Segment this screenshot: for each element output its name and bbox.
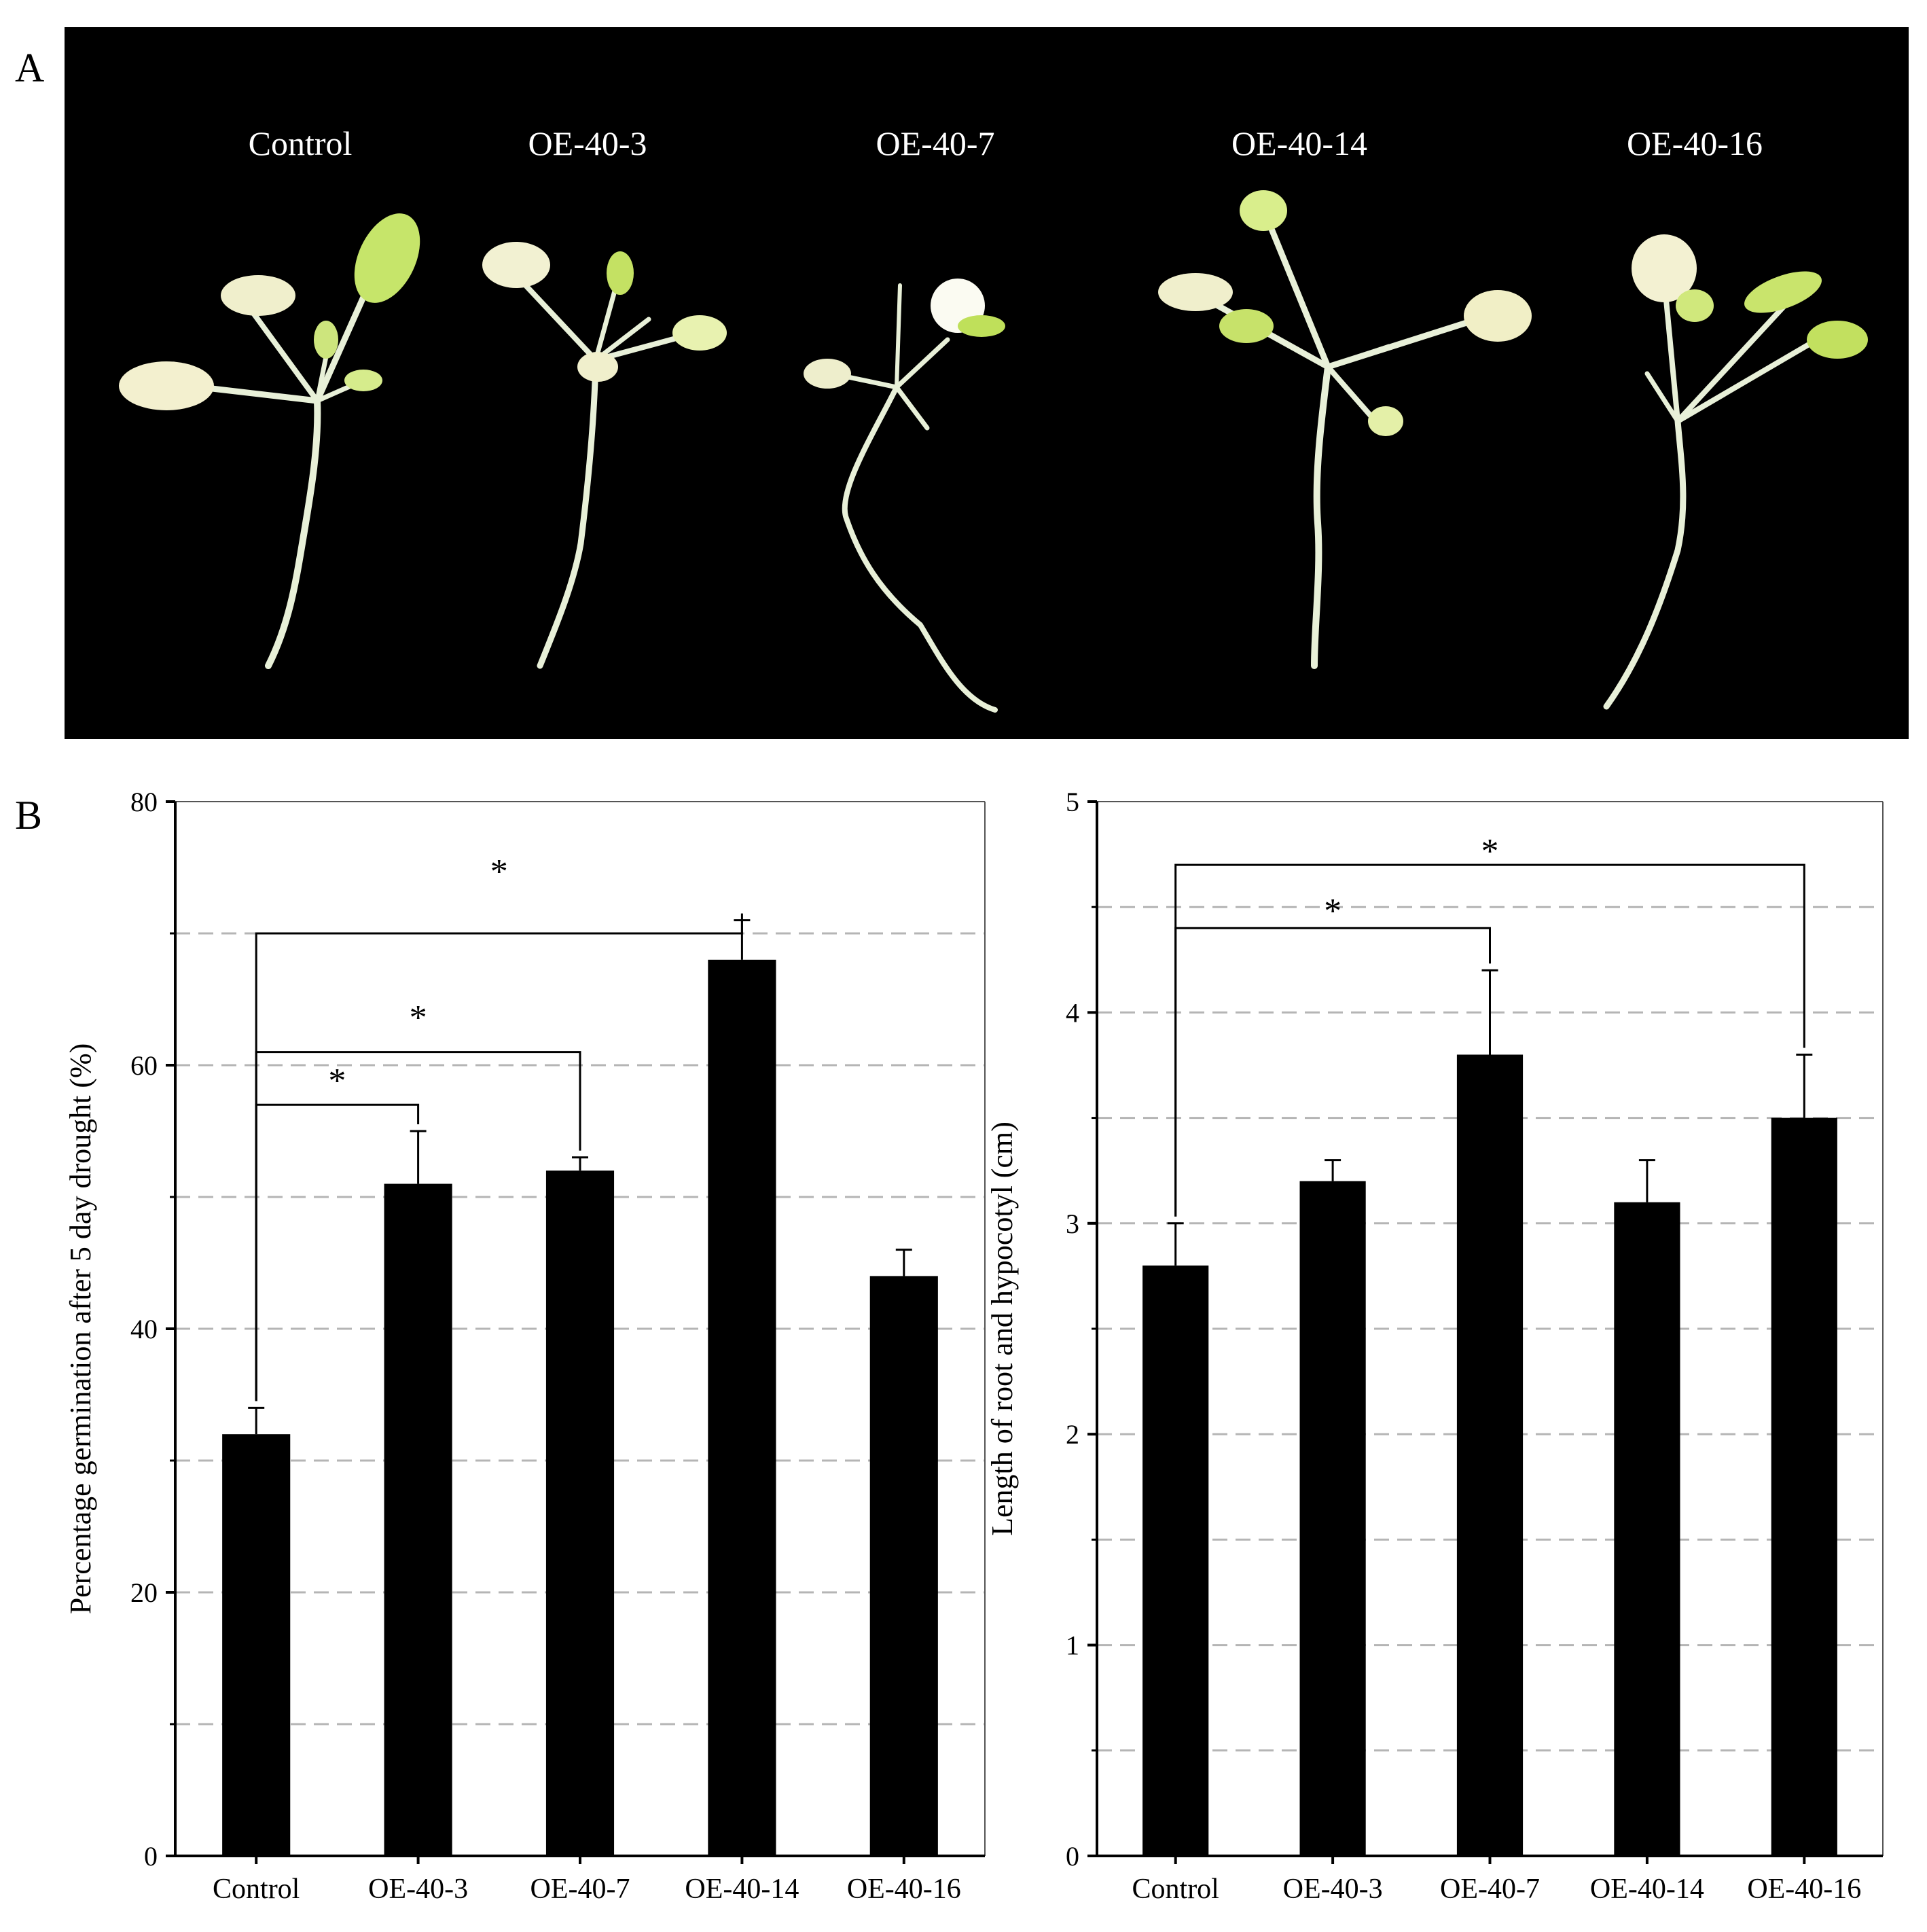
length-chart: Length of root and hypocotyl (cm) 0 1 2 3 4 5… xyxy=(986,787,1884,1905)
length-x-tick-label: OE-40-16 xyxy=(1747,1874,1861,1905)
length-y-tick-label: 4 xyxy=(1066,997,1079,1028)
length-x-tick-label: OE-40-14 xyxy=(1590,1874,1704,1905)
length-y-tick-label: 2 xyxy=(1066,1419,1079,1450)
germination-y-tick-label: 60 xyxy=(130,1050,158,1081)
germination-x-tick-label: OE-40-14 xyxy=(685,1874,799,1905)
length-bar xyxy=(1614,1202,1680,1856)
germination-y-tick-label: 20 xyxy=(130,1577,158,1608)
seedling-oe-40-16 xyxy=(1603,234,1868,710)
seedling-control xyxy=(119,213,420,669)
photo-label-oe-40-16: OE-40-16 xyxy=(1627,124,1763,162)
germination-x-tick-label: Control xyxy=(213,1874,300,1905)
germination-y-tick-label: 80 xyxy=(130,787,158,817)
length-significance-star: * xyxy=(1324,892,1341,931)
germination-significance-star: * xyxy=(328,1062,346,1101)
seedling-oe-40-7 xyxy=(804,279,1005,713)
germination-significance-star: * xyxy=(490,853,508,891)
seedling-oe-40-14 xyxy=(1158,190,1532,669)
length-significance-star: * xyxy=(1481,832,1499,871)
length-x-tick-label: OE-40-7 xyxy=(1440,1874,1540,1905)
photo-label-oe-40-3: OE-40-3 xyxy=(528,124,647,162)
panel-b-letter: B xyxy=(15,793,43,838)
germination-y-axis-label: Percentage germination after 5 day droug… xyxy=(64,1043,97,1615)
panel-a-letter: A xyxy=(15,46,45,90)
germination-significance-bracket xyxy=(255,913,743,1401)
seedling-oe-40-3 xyxy=(482,242,727,669)
photo-label-control: Control xyxy=(249,124,353,162)
germination-y-tick-label: 40 xyxy=(130,1314,158,1344)
germination-y-tick-label: 0 xyxy=(144,1841,158,1872)
length-bar xyxy=(1456,1054,1524,1856)
germination-x-tick-label: OE-40-3 xyxy=(368,1874,468,1905)
germination-x-tick-label: OE-40-7 xyxy=(530,1874,630,1905)
germination-bar xyxy=(545,1170,615,1856)
length-x-tick-label: OE-40-3 xyxy=(1283,1874,1383,1905)
photo-label-oe-40-14: OE-40-14 xyxy=(1231,124,1367,162)
length-y-tick-label: 0 xyxy=(1066,1841,1079,1872)
length-y-tick-label: 5 xyxy=(1066,787,1079,817)
photo-label-oe-40-7: OE-40-7 xyxy=(876,124,995,162)
length-bar xyxy=(1299,1181,1366,1856)
length-significance-bracket xyxy=(1174,863,1805,1217)
germination-bar xyxy=(708,959,776,1856)
germination-significance-star: * xyxy=(410,999,427,1037)
length-bar xyxy=(1771,1117,1837,1856)
length-x-tick-label: Control xyxy=(1132,1874,1219,1905)
length-y-tick-label: 1 xyxy=(1066,1630,1079,1661)
length-y-tick-label: 3 xyxy=(1066,1209,1079,1239)
length-bar xyxy=(1142,1265,1209,1856)
length-y-axis-label: Length of root and hypocotyl (cm) xyxy=(986,1122,1019,1536)
germination-bar xyxy=(869,1276,938,1856)
germination-bar xyxy=(384,1183,452,1856)
germination-x-tick-label: OE-40-16 xyxy=(847,1874,961,1905)
seedling-photograph: Control OE-40-3 OE-40-7 OE-40-14 OE-40-1… xyxy=(65,27,1909,739)
germination-bar xyxy=(222,1434,291,1856)
germination-chart: Percentage germination after 5 day droug… xyxy=(64,787,986,1905)
